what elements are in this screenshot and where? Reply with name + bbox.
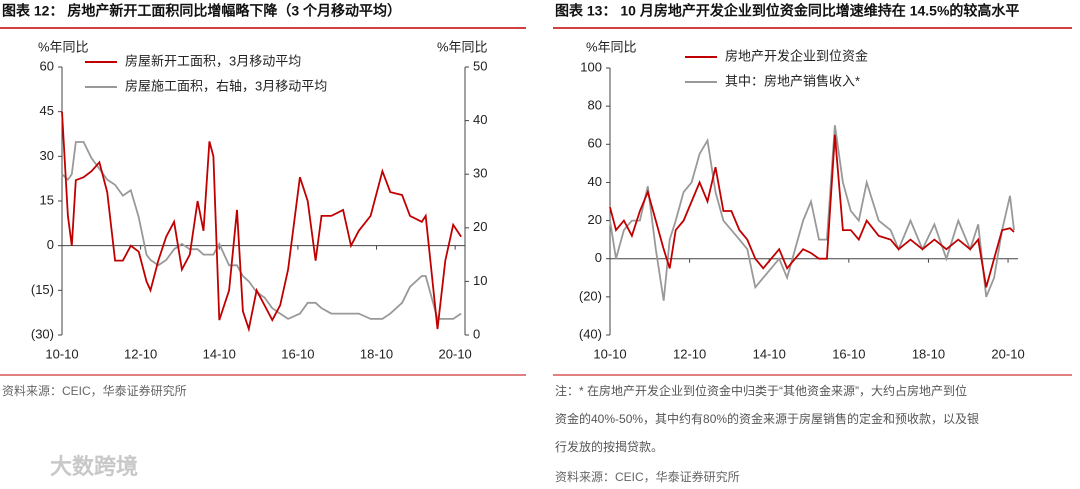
legend-label: 房屋施工面积，右轴，3月移动平均 [125,78,327,93]
y-tick-label: 45 [40,103,54,118]
x-tick-label: 10-10 [593,346,626,361]
y-tick-label: 20 [588,212,602,227]
x-tick-label: 12-10 [673,346,706,361]
y2-tick-label: 10 [473,273,487,288]
y-tick-label: 30 [40,148,54,163]
y-tick-label: (40) [579,326,602,341]
x-tick-label: 10-10 [45,346,78,361]
series-line [609,125,1015,301]
chart-title: 图表 12： 房地产新开工面积同比增幅略下降（3 个月移动平均） [2,3,401,19]
x-tick-label: 18-10 [912,346,945,361]
y-tick-label: 60 [588,136,602,151]
y-tick-label: 100 [580,59,602,74]
x-tick-label: 14-10 [753,346,786,361]
source: 资料来源：CEIC，华泰证券研究所 [555,469,740,484]
legend-label: 其中：房地产销售收入* [725,73,860,88]
y2-tick-label: 30 [473,166,487,181]
note-line: 行发放的按揭贷款。 [555,439,663,454]
x-tick-label: 14-10 [203,346,236,361]
x-tick-label: 16-10 [281,346,314,361]
y-tick-label: 15 [40,192,54,207]
y-tick-label: (20) [579,288,602,303]
note-line: 注：* 在房地产开发企业到位资金中归类于“其他资金来源”，大约占房地产到位 [555,383,967,398]
legend-label: 房地产开发企业到位资金 [725,48,868,63]
y2-tick-label: 50 [473,58,487,73]
y-tick-label: 0 [47,237,54,252]
series-line [61,141,462,320]
y-tick-label: (15) [31,282,54,297]
watermark: 大数跨境 [50,454,138,479]
x-tick-label: 20-10 [991,346,1024,361]
y2-axis-label: %年同比 [437,39,488,54]
note-line: 资金的40%-50%，其中约有80%的资金来源于房屋销售的定金和预收款，以及银 [555,411,979,426]
y2-tick-label: 20 [473,219,487,234]
y-tick-label: 80 [588,98,602,113]
y-tick-label: 40 [588,174,602,189]
x-tick-label: 20-10 [439,346,472,361]
x-tick-label: 18-10 [360,346,393,361]
y-tick-label: 60 [40,58,54,73]
source: 资料来源：CEIC，华泰证券研究所 [2,383,187,398]
y-axis-label: %年同比 [586,39,637,54]
x-tick-label: 12-10 [124,346,157,361]
series-line [609,134,1015,288]
legend-label: 房屋新开工面积，3月移动平均 [125,53,301,68]
chart-title: 图表 13： 10 月房地产开发企业到位资金同比增速维持在 14.5%的较高水平 [555,3,1019,19]
series-line [61,111,462,333]
x-tick-label: 16-10 [832,346,865,361]
y-tick-label: (30) [31,326,54,341]
y-axis-label: %年同比 [38,39,89,54]
y-tick-label: 0 [595,250,602,265]
y2-tick-label: 40 [473,112,487,127]
y2-tick-label: 0 [473,326,480,341]
